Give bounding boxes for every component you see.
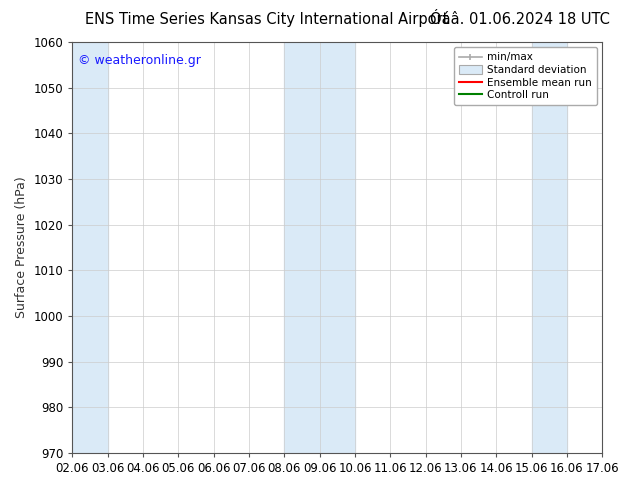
Text: Óáâ. 01.06.2024 18 UTC: Óáâ. 01.06.2024 18 UTC <box>430 12 610 27</box>
Bar <box>531 42 567 453</box>
Text: © weatheronline.gr: © weatheronline.gr <box>77 54 200 68</box>
Text: ENS Time Series Kansas City International Airport: ENS Time Series Kansas City Internationa… <box>84 12 448 27</box>
Bar <box>72 42 108 453</box>
Y-axis label: Surface Pressure (hPa): Surface Pressure (hPa) <box>15 176 28 318</box>
Legend: min/max, Standard deviation, Ensemble mean run, Controll run: min/max, Standard deviation, Ensemble me… <box>454 47 597 105</box>
Bar <box>284 42 355 453</box>
